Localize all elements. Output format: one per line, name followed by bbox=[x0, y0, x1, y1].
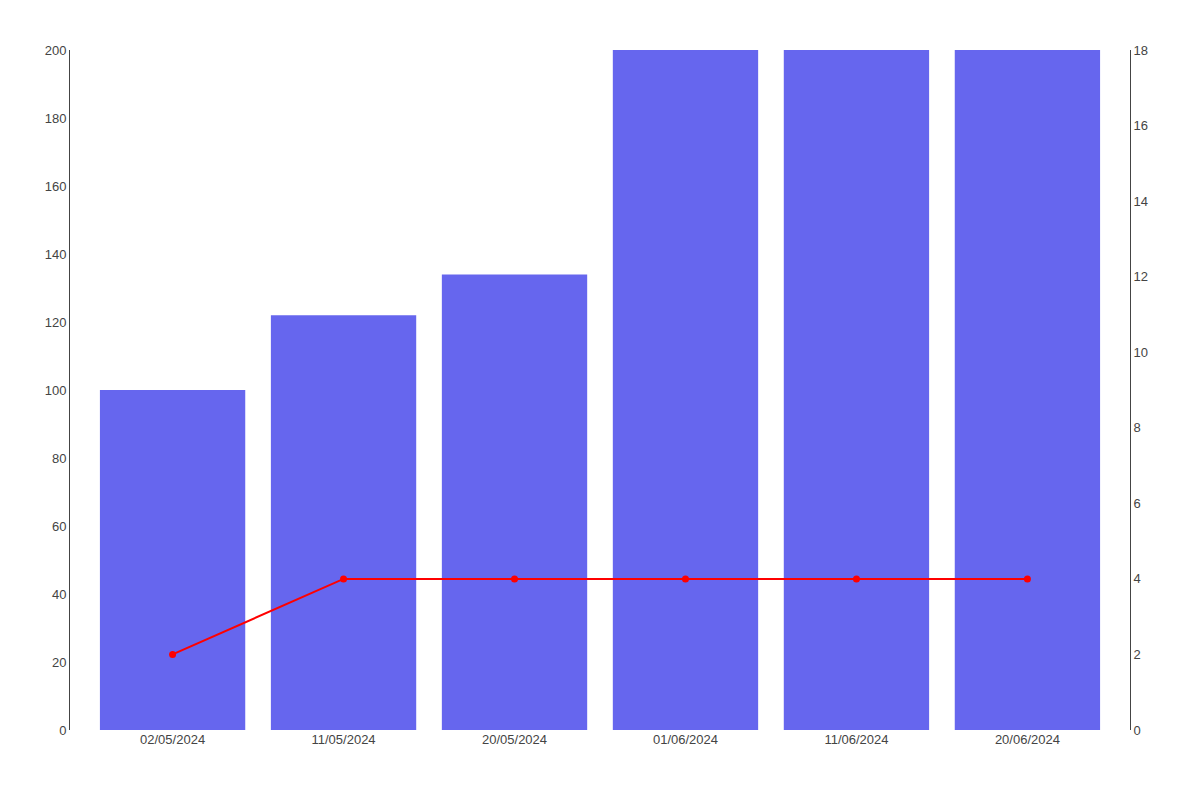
svg-text:20/05/2024: 20/05/2024 bbox=[482, 732, 547, 747]
svg-text:11/05/2024: 11/05/2024 bbox=[311, 732, 375, 747]
svg-text:0: 0 bbox=[59, 723, 66, 738]
svg-text:20: 20 bbox=[52, 655, 66, 670]
svg-text:0: 0 bbox=[1134, 723, 1141, 738]
svg-text:80: 80 bbox=[52, 451, 66, 466]
svg-text:180: 180 bbox=[45, 111, 67, 126]
svg-text:16: 16 bbox=[1134, 118, 1148, 133]
svg-text:8: 8 bbox=[1134, 420, 1141, 435]
svg-text:4: 4 bbox=[1134, 571, 1141, 586]
svg-text:100: 100 bbox=[45, 383, 67, 398]
svg-text:6: 6 bbox=[1134, 496, 1141, 511]
svg-text:40: 40 bbox=[52, 587, 66, 602]
svg-text:11/06/2024: 11/06/2024 bbox=[824, 732, 888, 747]
svg-text:18: 18 bbox=[1134, 43, 1148, 58]
svg-text:10: 10 bbox=[1134, 345, 1148, 360]
svg-text:01/06/2024: 01/06/2024 bbox=[653, 732, 718, 747]
svg-text:200: 200 bbox=[45, 43, 67, 58]
svg-text:02/05/2024: 02/05/2024 bbox=[140, 732, 205, 747]
svg-text:20/06/2024: 20/06/2024 bbox=[995, 732, 1060, 747]
svg-text:60: 60 bbox=[52, 519, 66, 534]
svg-text:14: 14 bbox=[1134, 194, 1148, 209]
svg-text:2: 2 bbox=[1134, 647, 1141, 662]
svg-text:160: 160 bbox=[45, 179, 67, 194]
svg-text:140: 140 bbox=[45, 247, 67, 262]
svg-text:120: 120 bbox=[45, 315, 67, 330]
svg-text:12: 12 bbox=[1134, 269, 1148, 284]
